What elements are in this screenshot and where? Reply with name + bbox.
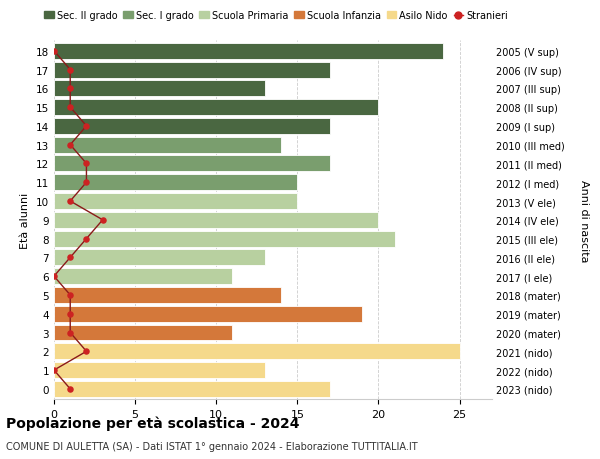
Bar (54, 156, 330, 172)
Text: COMUNE DI AULETTA (SA) - Dati ISTAT 1° gennaio 2024 - Elaborazione TUTTITALIA.IT: COMUNE DI AULETTA (SA) - Dati ISTAT 1° g… (6, 441, 418, 451)
Bar (54, 381, 330, 397)
Point (65, 198, 75, 205)
Point (65, 142, 75, 149)
Point (82, 235, 91, 243)
Bar (54, 344, 460, 359)
Bar (54, 213, 379, 228)
Point (65, 291, 75, 299)
Bar (54, 250, 265, 266)
Point (65, 329, 75, 336)
Point (98, 217, 107, 224)
Bar (54, 100, 379, 116)
Point (49, 273, 59, 280)
Bar (54, 306, 362, 322)
Bar (54, 231, 395, 247)
Bar (54, 325, 232, 341)
Bar (54, 362, 265, 378)
Point (82, 348, 91, 355)
Bar (54, 62, 330, 78)
Point (49, 48, 59, 55)
Bar (54, 194, 298, 210)
Point (49, 367, 59, 374)
Bar (54, 81, 265, 97)
Point (65, 104, 75, 112)
Point (82, 123, 91, 130)
Bar (54, 287, 281, 303)
Point (65, 85, 75, 93)
Point (65, 254, 75, 262)
Y-axis label: Anni di nascita: Anni di nascita (579, 179, 589, 262)
Point (65, 67, 75, 74)
Point (82, 160, 91, 168)
Legend: Sec. II grado, Sec. I grado, Scuola Primaria, Scuola Infanzia, Asilo Nido, Stran: Sec. II grado, Sec. I grado, Scuola Prim… (40, 7, 512, 25)
Bar (54, 44, 443, 60)
Bar (54, 269, 232, 285)
Y-axis label: Età alunni: Età alunni (20, 192, 31, 248)
Bar (54, 175, 298, 191)
Bar (54, 118, 330, 134)
Point (65, 386, 75, 393)
Point (82, 179, 91, 186)
Text: Popolazione per età scolastica - 2024: Popolazione per età scolastica - 2024 (6, 415, 299, 430)
Point (65, 310, 75, 318)
Bar (54, 137, 281, 153)
